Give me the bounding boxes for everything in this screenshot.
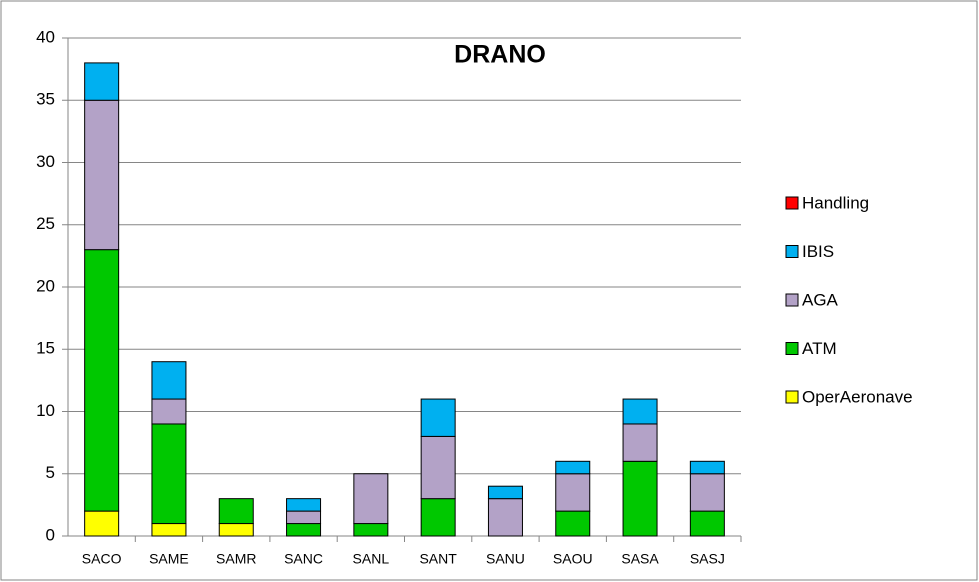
legend-swatch [785,196,799,210]
y-tick-label: 35 [36,90,55,109]
legend-label: Handling [802,193,869,212]
bar-segment [353,473,389,525]
bar-segment [622,460,658,537]
bar-segment [151,523,187,537]
bar-segment [286,510,322,525]
legend-label: AGA [802,290,839,309]
bar-segment [555,510,591,537]
legend-label: IBIS [802,242,834,261]
y-tick-label: 15 [36,339,55,358]
x-tick-label: SACO [82,551,122,567]
bar-segment [151,361,187,400]
bar-segment [622,398,658,425]
legend-swatch [785,245,799,258]
bar-segment [84,249,120,512]
y-tick-label: 40 [36,27,55,46]
x-tick-label: SANT [419,551,457,567]
chart-title: DRANO [454,41,546,69]
bar-segment [151,398,187,425]
legend-swatch [785,342,799,355]
bar-segment [689,510,725,537]
bar-segment [622,423,658,462]
bar-segment [218,498,254,525]
x-tick-label: SAMR [216,551,256,567]
bar-segment [84,62,120,101]
x-tick-label: SANL [353,551,390,567]
bar-segment [353,523,389,537]
bar-segment [286,498,322,512]
y-tick-label: 0 [46,525,55,544]
legend-swatch [785,293,799,307]
bar-segment [689,473,725,512]
bar-segment [420,398,456,437]
x-tick-label: SASJ [690,551,725,567]
bar-segment [420,435,456,500]
bar-segment [487,498,523,537]
bar-segment [286,523,322,537]
y-tick-label: 30 [36,152,55,171]
bar-segment [84,99,120,251]
x-tick-label: SASA [621,551,659,567]
x-tick-label: SAOU [553,551,593,567]
y-tick-label: 20 [36,276,55,295]
bar-segment [689,460,725,475]
bar-segment [420,498,456,537]
legend-swatch [785,390,799,404]
legend-label: OperAeronave [802,387,913,406]
y-tick-label: 10 [36,401,55,420]
x-tick-label: SANC [284,551,323,567]
legend-label: ATM [802,339,837,358]
x-tick-label: SAME [149,551,189,567]
bar-segment [218,523,254,537]
x-tick-label: SANU [486,551,525,567]
bar-segment [151,423,187,525]
y-tick-label: 25 [36,214,55,233]
bar-segment [555,460,591,475]
y-tick-label: 5 [46,463,55,482]
bar-segment [84,510,120,537]
bar-segment [555,473,591,512]
bar-segment [487,485,523,500]
